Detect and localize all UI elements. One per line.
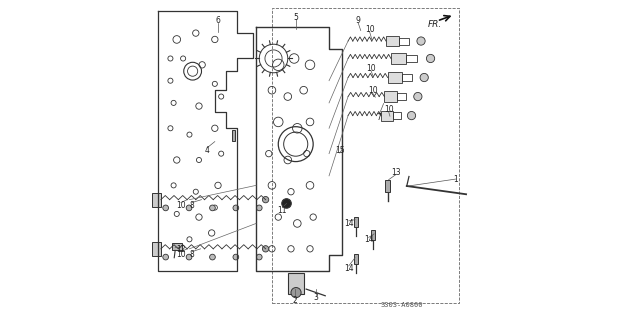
Text: S303-A0800: S303-A0800	[381, 302, 423, 308]
Text: 14: 14	[364, 236, 373, 244]
Circle shape	[427, 54, 435, 63]
Circle shape	[281, 199, 291, 208]
Circle shape	[163, 254, 169, 260]
Text: 12: 12	[176, 245, 185, 254]
Text: 7: 7	[377, 113, 381, 122]
Circle shape	[420, 73, 428, 82]
Text: 2: 2	[293, 296, 297, 305]
Circle shape	[210, 205, 215, 211]
Bar	[288, 273, 304, 294]
Text: 6: 6	[216, 16, 221, 25]
Circle shape	[262, 196, 268, 203]
Circle shape	[262, 246, 268, 252]
Text: 5: 5	[293, 13, 298, 22]
Text: 3: 3	[313, 292, 318, 301]
Circle shape	[186, 205, 192, 211]
Circle shape	[291, 288, 301, 298]
Bar	[152, 193, 161, 207]
Bar	[384, 92, 397, 102]
Bar	[381, 110, 392, 121]
Bar	[402, 74, 412, 81]
Bar	[386, 180, 390, 192]
Circle shape	[257, 205, 262, 211]
Circle shape	[210, 254, 215, 260]
Text: 1: 1	[454, 174, 458, 184]
Text: 8: 8	[190, 250, 194, 259]
Text: 10: 10	[176, 201, 186, 210]
Bar	[232, 130, 235, 141]
Bar	[406, 55, 417, 62]
Bar	[386, 36, 399, 46]
Text: 10: 10	[384, 105, 394, 114]
Circle shape	[233, 205, 239, 211]
Text: 13: 13	[391, 168, 401, 177]
Text: 10: 10	[176, 250, 186, 259]
Text: 14: 14	[344, 264, 353, 273]
Text: 15: 15	[335, 146, 345, 155]
Bar	[388, 72, 402, 83]
Text: 9: 9	[356, 16, 361, 25]
Bar	[152, 242, 161, 256]
Bar	[391, 53, 406, 64]
Text: FR.: FR.	[428, 20, 442, 29]
Bar	[172, 244, 182, 251]
Bar	[399, 37, 409, 44]
Bar	[354, 217, 358, 227]
Text: 4: 4	[205, 146, 210, 155]
Circle shape	[163, 205, 169, 211]
Circle shape	[233, 254, 239, 260]
Text: 10: 10	[368, 86, 378, 95]
Circle shape	[417, 37, 425, 45]
Circle shape	[407, 111, 415, 120]
Bar	[392, 112, 401, 119]
Bar	[354, 254, 358, 264]
Circle shape	[414, 92, 422, 101]
Circle shape	[257, 254, 262, 260]
Bar	[272, 8, 459, 303]
Circle shape	[186, 254, 192, 260]
Bar	[397, 93, 407, 100]
Text: 14: 14	[344, 219, 353, 228]
Bar	[371, 230, 375, 240]
Text: 8: 8	[190, 201, 194, 210]
Text: 10: 10	[366, 63, 376, 73]
Text: 11: 11	[278, 206, 287, 215]
Text: 10: 10	[365, 25, 374, 34]
